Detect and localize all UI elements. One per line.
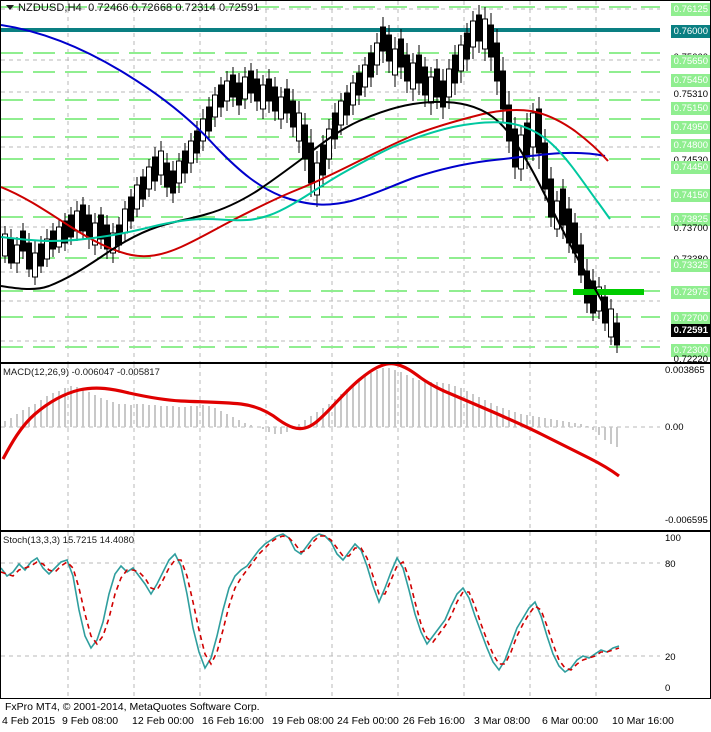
price-axis-label: 0.74450: [670, 161, 710, 174]
price-axis-label: 0.74950: [670, 121, 710, 134]
stochastic-panel[interactable]: 100 80 20 0: [0, 531, 711, 699]
price-axis-label: 0.73325: [670, 259, 710, 272]
price-axis-label: 0.74150: [670, 189, 710, 202]
price-axis-label: 0.75650: [670, 55, 710, 68]
symbol-timeframe-label: NZDUSD,H4: [18, 2, 82, 14]
time-axis-label: 19 Feb 08:00: [272, 715, 334, 727]
macd-panel[interactable]: 0.003865 0.00 -0.006595: [0, 363, 711, 531]
price-axis-label: 0.76125: [670, 3, 710, 16]
macd-histogram: [4, 368, 618, 447]
price-axis-label: 0.73825: [670, 213, 710, 226]
ohlc-values: 0.72466 0.72668 0.72314 0.72591: [88, 2, 260, 14]
price-axis-label: 0.72220: [673, 354, 708, 365]
time-axis-label: 24 Feb 00:00: [337, 715, 399, 727]
time-axis-label: 9 Feb 08:00: [62, 715, 119, 727]
moving-average-teal: [1, 121, 611, 243]
stochastic-axis-label: 80: [665, 559, 676, 570]
price-axis-label: 0.75310: [673, 89, 708, 100]
macd-axis-label: 0.003865: [665, 365, 705, 376]
price-axis-label-resistance: 0.76000: [670, 25, 710, 38]
moving-average-black: [1, 100, 607, 310]
time-axis-label: 12 Feb 00:00: [132, 715, 194, 727]
stochastic-k-line: [1, 533, 620, 674]
moving-average-blue: [1, 24, 606, 206]
price-chart-svg: [1, 1, 660, 362]
macd-axis-label: 0.00: [665, 422, 684, 433]
time-axis-label: 6 Mar 00:00: [542, 715, 599, 727]
stochastic-d-line: [1, 535, 620, 671]
price-axis-label: 0.75450: [670, 74, 710, 87]
stochastic-gridlines: [1, 532, 660, 698]
stochastic-plot-area[interactable]: [1, 532, 710, 698]
macd-gridlines: [1, 364, 660, 530]
stochastic-axis: 100 80 20 0: [660, 532, 710, 698]
price-axis-label: 0.72300: [670, 344, 710, 357]
macd-label: MACD(12,26,9) -0.006047 -0.005817: [3, 367, 160, 378]
macd-plot-area[interactable]: [1, 364, 710, 530]
stochastic-svg: [1, 532, 660, 698]
time-axis-label: 26 Feb 16:00: [403, 715, 465, 727]
macd-signal-line: [1, 364, 620, 478]
moving-average-red: [1, 109, 609, 258]
time-axis-label: 4 Feb 2015: [2, 715, 56, 727]
price-axis: 0.76125 0.76000 0.75660 0.75650 0.75450 …: [660, 1, 710, 365]
stochastic-axis-label: 0: [665, 683, 671, 694]
broker-copyright: FxPro MT4, © 2001-2014, MetaQuotes Softw…: [5, 701, 260, 713]
time-axis-label: 3 Mar 08:00: [474, 715, 531, 727]
price-axis-label: 0.73700: [673, 223, 708, 234]
price-axis-label-support: 0.72975: [670, 286, 710, 299]
chart-header[interactable]: NZDUSD,H4 0.72466 0.72668 0.72314 0.7259…: [6, 2, 260, 14]
time-axis-label: 16 Feb 16:00: [202, 715, 264, 727]
price-level-lines: [1, 6, 660, 348]
price-axis-label: 0.72700: [670, 312, 710, 325]
price-axis-label: 0.74530: [671, 154, 710, 167]
stochastic-axis-label: 100: [665, 533, 681, 544]
current-price-label: 0.72591: [670, 324, 710, 337]
time-axis: 4 Feb 2015 9 Feb 08:00 12 Feb 00:00 16 F…: [0, 715, 711, 732]
macd-axis: 0.003865 0.00 -0.006595: [660, 364, 710, 530]
price-plot-area[interactable]: [1, 1, 710, 362]
chevron-down-icon[interactable]: [6, 5, 14, 11]
stochastic-label: Stoch(13,3,3) 15.7215 14.4080: [3, 535, 134, 546]
stochastic-axis-label: 20: [665, 652, 676, 663]
macd-axis-label: -0.006595: [665, 515, 708, 526]
time-axis-label: 10 Mar 16:00: [612, 715, 674, 727]
macd-svg: [1, 364, 660, 530]
price-axis-label: 0.75150: [670, 102, 710, 115]
price-axis-label: 0.74800: [670, 139, 710, 152]
price-chart-panel[interactable]: 0.76125 0.76000 0.75660 0.75650 0.75450 …: [0, 0, 711, 365]
